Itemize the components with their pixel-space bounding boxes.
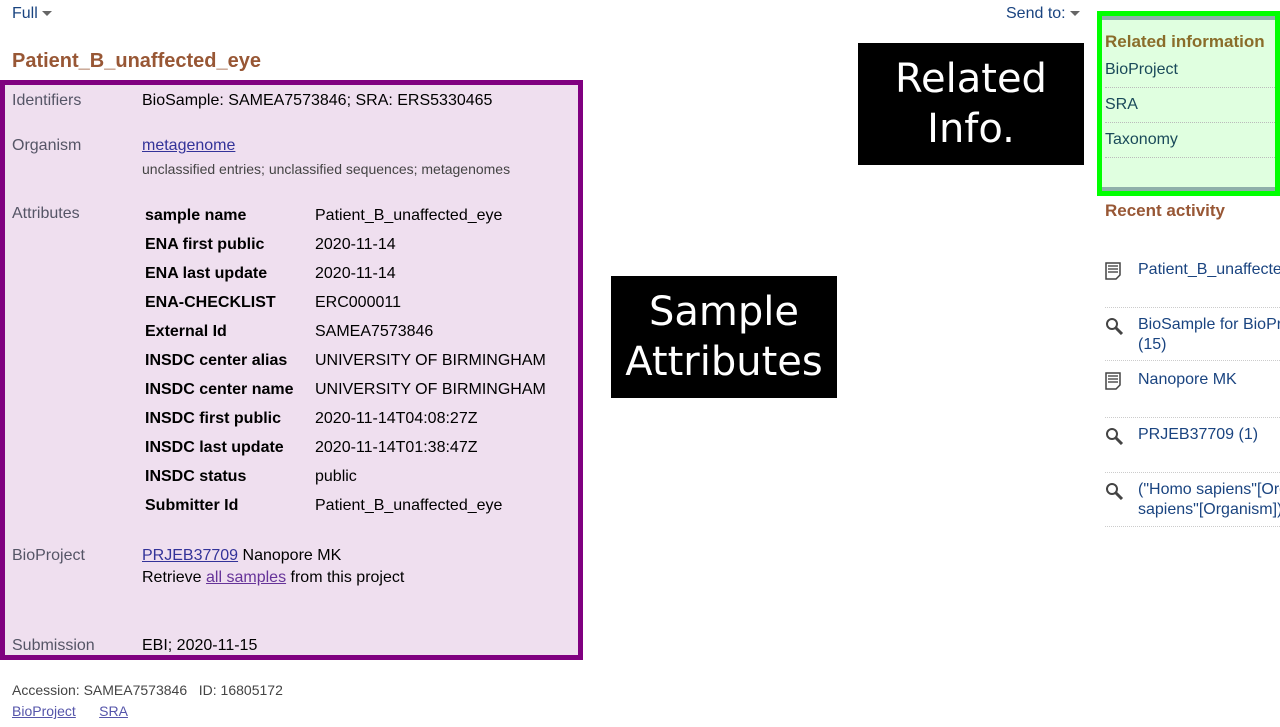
attribute-key: INSDC first public [145,410,282,427]
attribute-key: INSDC center name [145,381,294,398]
attribute-key: INSDC center alias [145,352,288,369]
footer-bioproject-link[interactable]: BioProject [12,703,76,719]
record-id: ID: 16805172 [198,682,283,698]
attribute-value: Patient_B_unaffected_eye [315,497,503,514]
recent-activity-title: Recent activity [1105,201,1225,220]
format-label: Full [12,5,38,22]
bioproject-value: PRJEB37709 Nanopore MK [142,547,341,565]
format-dropdown[interactable]: Full [12,5,52,23]
recent-activity-text: ("Homo sapiens"[Organism] ORsapiens"[Org… [1138,481,1280,518]
footer-links: BioProject SRA [12,703,128,719]
send-to-label: Send to: [1006,5,1066,22]
sample-attributes-highlight [0,80,583,660]
attribute-value: 2020-11-14T01:38:47Z [315,439,478,456]
recent-activity-text: Patient_B_unaffected_eye [1138,261,1280,278]
recent-activity-item[interactable]: PRJEB37709 (1) [1105,425,1280,473]
page-title: Patient_B_unaffected_eye [12,50,261,72]
attribute-value: 2020-11-14T04:08:27Z [315,410,478,427]
organism-link[interactable]: metagenome [142,137,236,154]
related-sra-link[interactable]: SRA [1105,88,1275,123]
accession-line: Accession: SAMEA7573846 ID: 16805172 [12,682,283,698]
all-samples-link[interactable]: all samples [206,569,287,586]
attribute-key: INSDC last update [145,439,284,456]
recent-activity-item[interactable]: Nanopore MK [1105,370,1280,418]
recent-activity-text: Nanopore MK [1138,371,1237,388]
attribute-value: 2020-11-14 [315,265,396,282]
search-icon [1105,317,1125,340]
attribute-key: ENA first public [145,236,265,253]
related-info-annotation: Related Info. [858,43,1084,165]
attribute-key: ENA last update [145,265,268,282]
retrieve-line: Retrieve all samples from this project [142,569,404,587]
footer-sra-link[interactable]: SRA [99,703,128,719]
organism-label: Organism [12,137,82,154]
attribute-value: 2020-11-14 [315,236,396,253]
related-bioproject-link[interactable]: BioProject [1105,53,1275,88]
attribute-value: public [315,468,357,485]
bioproject-link[interactable]: PRJEB37709 [142,547,239,564]
chevron-down-icon [41,11,52,17]
attribute-value: Patient_B_unaffected_eye [315,207,503,224]
attribute-key: INSDC status [145,468,247,485]
recent-activity-item[interactable]: Patient_B_unaffected_eye [1105,260,1280,308]
attribute-key: Submitter Id [145,497,239,514]
attribute-key: ENA-CHECKLIST [145,294,276,311]
accession: Accession: SAMEA7573846 [12,682,188,698]
search-icon [1105,482,1125,505]
sample-attributes-annotation: Sample Attributes [611,276,837,398]
document-icon [1105,262,1121,285]
panel-top-bar [1102,16,1275,20]
search-icon [1105,427,1125,450]
bioproject-name: Nanopore MK [242,547,342,564]
organism-lineage: unclassified entries; unclassified seque… [142,161,511,177]
attribute-value: SAMEA7573846 [315,323,434,340]
recent-activity-text: PRJEB37709 (1) [1138,426,1259,443]
attribute-value: UNIVERSITY OF BIRMINGHAM [315,381,546,398]
bioproject-label: BioProject [12,547,85,564]
recent-activity-item[interactable]: BioSample for BioProject(15) [1105,315,1280,361]
panel-bottom-bar [1102,187,1275,191]
attribute-key: External Id [145,323,227,340]
related-information-panel: Related information BioProject SRA Taxon… [1097,11,1280,196]
document-icon [1105,372,1121,395]
chevron-down-icon [1069,11,1080,17]
attributes-label: Attributes [12,205,80,222]
attribute-value: UNIVERSITY OF BIRMINGHAM [315,352,546,369]
recent-activity-text: BioSample for BioProject(15) [1138,316,1280,353]
related-information-title: Related information [1105,32,1265,51]
retrieve-suffix: from this project [290,569,405,586]
submission-label: Submission [12,637,95,654]
related-taxonomy-link[interactable]: Taxonomy [1105,123,1275,158]
identifiers-value: BioSample: SAMEA7573846; SRA: ERS5330465 [142,92,493,109]
attribute-value: ERC000011 [315,294,401,311]
submission-value: EBI; 2020-11-15 [142,637,258,654]
retrieve-prefix: Retrieve [142,569,202,586]
send-to-dropdown[interactable]: Send to: [1006,5,1080,23]
attribute-key: sample name [145,207,247,224]
identifiers-label: Identifiers [12,92,82,109]
recent-activity-item[interactable]: ("Homo sapiens"[Organism] ORsapiens"[Org… [1105,480,1280,527]
